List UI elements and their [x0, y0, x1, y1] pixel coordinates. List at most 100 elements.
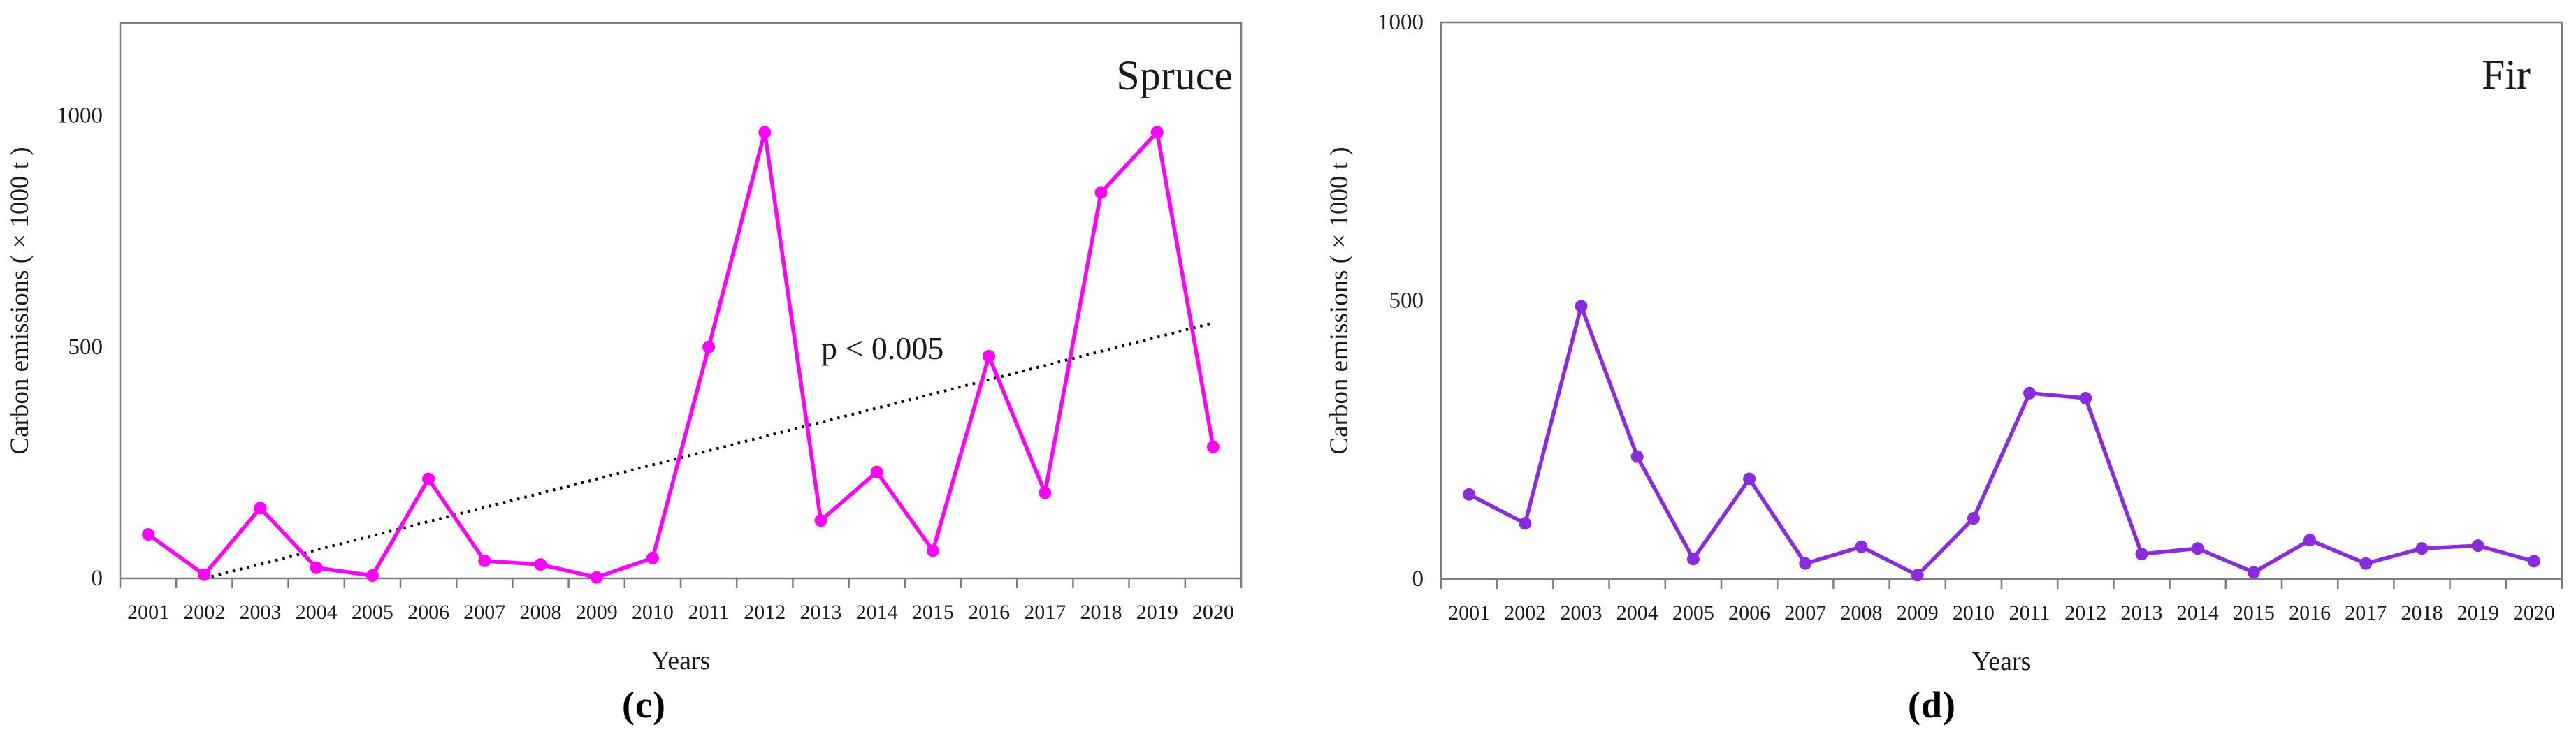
data-point-2005 — [1686, 553, 1700, 566]
data-line — [146, 130, 1215, 580]
y-axis-title: Carbon emissions ( × 1000 t ) — [1325, 147, 1354, 454]
x-tick-label: 2010 — [1953, 601, 1995, 624]
panel-caption-d: (d) — [1288, 683, 2576, 726]
data-point-2004 — [310, 561, 323, 574]
y-tick-label: 500 — [1389, 288, 1424, 314]
data-point-2013 — [2135, 548, 2148, 561]
data-point-2009 — [590, 571, 603, 584]
x-axis-title: Years — [651, 646, 711, 675]
x-tick-label: 2018 — [2401, 601, 2443, 624]
plot-frame — [1440, 21, 2563, 580]
data-point-2014 — [2191, 542, 2204, 555]
data-point-2013 — [814, 514, 827, 527]
series-label: Spruce — [1116, 52, 1233, 98]
x-tick-label: 2013 — [2121, 601, 2163, 624]
data-point-2001 — [1463, 488, 1476, 501]
x-tick-label: 2005 — [1672, 601, 1714, 624]
data-point-2010 — [646, 551, 659, 564]
x-tick-label: 2017 — [2345, 601, 2387, 624]
data-point-2006 — [422, 472, 435, 485]
data-line — [1467, 304, 2536, 578]
data-point-2006 — [1743, 472, 1756, 485]
x-tick-label: 2020 — [2513, 601, 2555, 624]
fir-line-chart: 2001 2002 2003 2004 2005 2006 2007 2008 2009 2010… — [1325, 10, 2563, 676]
plot-frame — [119, 22, 1243, 580]
data-point-2015 — [2247, 566, 2260, 579]
data-point-2018 — [2415, 542, 2429, 555]
data-point-2015 — [926, 544, 939, 557]
x-tick-label: 2010 — [632, 601, 674, 624]
x-tick-label: 2019 — [1136, 601, 1178, 624]
data-point-2008 — [1855, 540, 1868, 553]
x-tick-label: 2016 — [968, 601, 1010, 624]
x-tick-label: 2016 — [2289, 601, 2331, 624]
x-tick-label: 2005 — [352, 601, 393, 624]
x-tick-label: 2011 — [2009, 601, 2050, 624]
data-point-2003 — [1575, 300, 1588, 313]
data-point-2016 — [2303, 534, 2317, 547]
y-tick-label: 0 — [92, 566, 103, 591]
data-point-2002 — [1519, 517, 1532, 530]
x-tick-label: 2004 — [296, 601, 338, 624]
fir-chart-panel: 2001 2002 2003 2004 2005 2006 2007 2008 2009 2010… — [1288, 0, 2576, 753]
x-tick-label: 2008 — [520, 601, 562, 624]
data-point-2011 — [2023, 386, 2036, 400]
data-point-2004 — [1630, 450, 1644, 463]
x-tick-label: 2006 — [1728, 601, 1770, 624]
caption-text-d: (d) — [1908, 684, 1956, 726]
x-tick-label: 2007 — [463, 601, 505, 624]
x-tick-label: 2001 — [1448, 601, 1490, 624]
x-tick-label: 2001 — [127, 601, 169, 624]
x-tick-label: 2015 — [2233, 601, 2275, 624]
data-point-2019 — [1150, 126, 1164, 139]
y-tick-label: 0 — [1412, 566, 1424, 592]
y-axis-title: Carbon emissions ( × 1000 t ) — [6, 147, 34, 454]
panel-caption-c: (c) — [0, 683, 1288, 726]
x-tick-label: 2012 — [2064, 601, 2106, 624]
x-tick-label: 2011 — [688, 601, 730, 624]
x-tick-label: 2013 — [800, 601, 842, 624]
x-tick-label: 2018 — [1080, 601, 1122, 624]
y-tick-label: 1000 — [57, 103, 103, 129]
y-tick-label: 1000 — [1377, 10, 1424, 35]
x-tick-label: 2012 — [744, 601, 786, 624]
data-point-2014 — [870, 465, 883, 478]
data-point-2008 — [534, 558, 547, 571]
data-point-2001 — [142, 528, 155, 541]
data-point-2020 — [1206, 440, 1220, 453]
x-tick-label: 2003 — [1561, 601, 1602, 624]
data-point-2005 — [366, 569, 379, 583]
spruce-line-chart: 2001 2002 2003 2004 2005 2006 2007 2008 2009 2010… — [6, 22, 1243, 675]
data-point-2020 — [2527, 555, 2540, 568]
x-tick-label: 2004 — [1616, 601, 1658, 624]
x-tick-label: 2003 — [240, 601, 282, 624]
x-tick-label: 2020 — [1192, 601, 1234, 624]
x-tick-label: 2007 — [1784, 601, 1826, 624]
data-point-2017 — [1039, 486, 1052, 499]
y-tick-label: 500 — [68, 335, 103, 360]
data-point-2016 — [983, 350, 996, 363]
x-tick-label: 2002 — [183, 601, 225, 624]
x-tick-label: 2019 — [2457, 601, 2499, 624]
x-tick-label: 2009 — [576, 601, 618, 624]
data-point-2018 — [1094, 186, 1108, 199]
spruce-chart-panel: 2001 2002 2003 2004 2005 2006 2007 2008 2009 2010… — [0, 22, 1288, 726]
x-tick-label: 2002 — [1504, 601, 1546, 624]
x-tick-label: 2006 — [407, 601, 449, 624]
x-tick-label: 2017 — [1024, 601, 1066, 624]
series-label: Fir — [2482, 52, 2531, 98]
x-tick-label: 2015 — [912, 601, 954, 624]
data-point-2002 — [198, 568, 211, 581]
data-point-2007 — [1799, 557, 1812, 570]
data-point-2017 — [2359, 557, 2373, 570]
x-axis-title: Years — [1972, 647, 2032, 676]
data-point-2012 — [2079, 391, 2092, 404]
x-tick-label: 2014 — [2177, 601, 2219, 624]
data-point-2019 — [2471, 539, 2484, 553]
x-tick-label: 2008 — [1841, 601, 1883, 624]
x-tick-label: 2014 — [856, 601, 898, 624]
x-tick-label: 2009 — [1897, 601, 1939, 624]
trend-line — [203, 321, 1214, 580]
caption-text-c: (c) — [622, 684, 666, 726]
